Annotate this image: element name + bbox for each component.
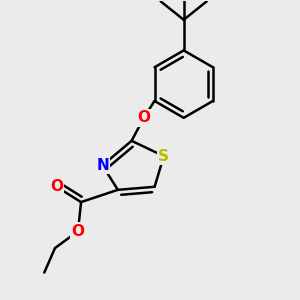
Text: O: O: [50, 179, 63, 194]
Text: N: N: [96, 158, 109, 173]
Text: O: O: [137, 110, 150, 125]
Text: O: O: [71, 224, 85, 239]
Text: S: S: [158, 148, 169, 164]
